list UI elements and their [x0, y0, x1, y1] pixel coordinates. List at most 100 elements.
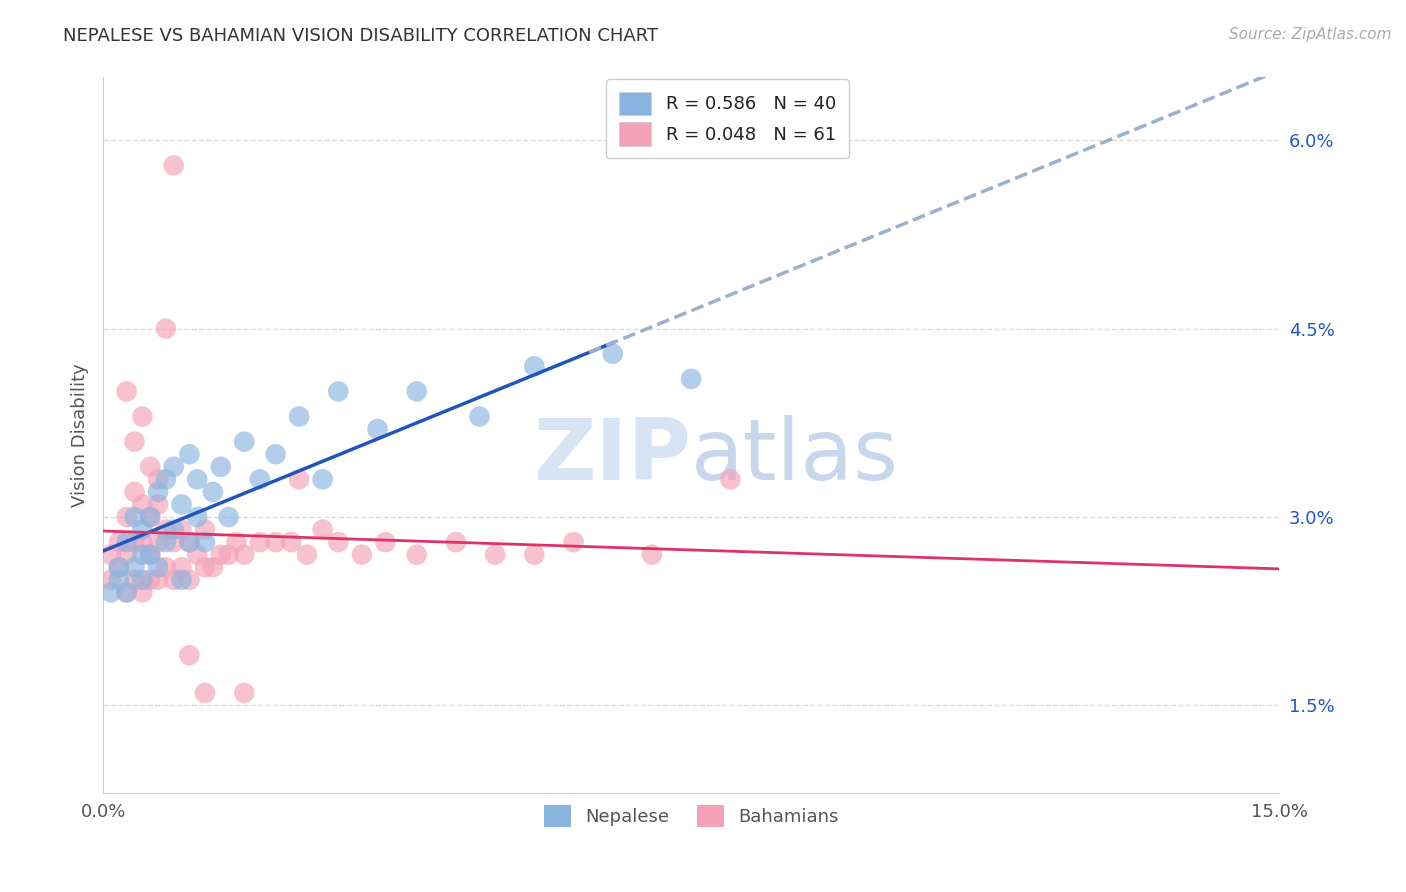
- Text: ZIP: ZIP: [533, 416, 692, 499]
- Point: [131, 535, 153, 549]
- Point: [115, 548, 138, 562]
- Point: [311, 523, 333, 537]
- Point: [139, 573, 162, 587]
- Point: [233, 548, 256, 562]
- Point: [170, 498, 193, 512]
- Point: [405, 548, 427, 562]
- Point: [233, 686, 256, 700]
- Legend: Nepalese, Bahamians: Nepalese, Bahamians: [537, 798, 845, 834]
- Point: [233, 434, 256, 449]
- Point: [146, 484, 169, 499]
- Point: [124, 434, 146, 449]
- Point: [155, 535, 177, 549]
- Point: [264, 447, 287, 461]
- Point: [124, 510, 146, 524]
- Point: [139, 548, 162, 562]
- Point: [264, 535, 287, 549]
- Point: [146, 560, 169, 574]
- Point: [194, 686, 217, 700]
- Point: [115, 384, 138, 399]
- Point: [194, 535, 217, 549]
- Text: atlas: atlas: [692, 416, 900, 499]
- Point: [131, 573, 153, 587]
- Point: [201, 560, 224, 574]
- Point: [100, 585, 122, 599]
- Y-axis label: Vision Disability: Vision Disability: [72, 364, 89, 508]
- Point: [484, 548, 506, 562]
- Point: [155, 523, 177, 537]
- Text: Source: ZipAtlas.com: Source: ZipAtlas.com: [1229, 27, 1392, 42]
- Point: [115, 585, 138, 599]
- Point: [163, 158, 186, 172]
- Point: [115, 585, 138, 599]
- Point: [170, 573, 193, 587]
- Point: [115, 510, 138, 524]
- Point: [115, 535, 138, 549]
- Point: [718, 472, 741, 486]
- Point: [523, 548, 546, 562]
- Point: [328, 535, 350, 549]
- Point: [124, 535, 146, 549]
- Point: [444, 535, 467, 549]
- Point: [170, 560, 193, 574]
- Point: [146, 535, 169, 549]
- Point: [108, 535, 131, 549]
- Point: [179, 535, 201, 549]
- Point: [124, 573, 146, 587]
- Point: [163, 523, 186, 537]
- Point: [163, 535, 186, 549]
- Point: [194, 560, 217, 574]
- Point: [186, 510, 208, 524]
- Point: [131, 409, 153, 424]
- Point: [124, 560, 146, 574]
- Point: [405, 384, 427, 399]
- Point: [681, 372, 703, 386]
- Point: [311, 472, 333, 486]
- Point: [108, 573, 131, 587]
- Point: [367, 422, 389, 436]
- Point: [350, 548, 373, 562]
- Point: [131, 523, 153, 537]
- Point: [108, 560, 131, 574]
- Point: [155, 472, 177, 486]
- Point: [218, 548, 240, 562]
- Point: [468, 409, 491, 424]
- Point: [139, 510, 162, 524]
- Point: [209, 548, 232, 562]
- Point: [295, 548, 318, 562]
- Point: [131, 585, 153, 599]
- Point: [100, 548, 122, 562]
- Point: [602, 347, 624, 361]
- Point: [179, 535, 201, 549]
- Point: [641, 548, 664, 562]
- Point: [100, 573, 122, 587]
- Point: [131, 498, 153, 512]
- Point: [139, 510, 162, 524]
- Point: [249, 535, 271, 549]
- Point: [163, 573, 186, 587]
- Point: [280, 535, 302, 549]
- Point: [249, 472, 271, 486]
- Point: [155, 321, 177, 335]
- Point: [218, 510, 240, 524]
- Point: [186, 472, 208, 486]
- Point: [562, 535, 585, 549]
- Point: [179, 648, 201, 663]
- Point: [201, 484, 224, 499]
- Point: [163, 459, 186, 474]
- Point: [146, 573, 169, 587]
- Point: [374, 535, 396, 549]
- Point: [131, 548, 153, 562]
- Point: [170, 523, 193, 537]
- Point: [139, 548, 162, 562]
- Point: [179, 447, 201, 461]
- Point: [146, 472, 169, 486]
- Point: [155, 560, 177, 574]
- Point: [209, 459, 232, 474]
- Text: NEPALESE VS BAHAMIAN VISION DISABILITY CORRELATION CHART: NEPALESE VS BAHAMIAN VISION DISABILITY C…: [63, 27, 658, 45]
- Point: [194, 523, 217, 537]
- Point: [186, 548, 208, 562]
- Point: [124, 484, 146, 499]
- Point: [328, 384, 350, 399]
- Point: [146, 498, 169, 512]
